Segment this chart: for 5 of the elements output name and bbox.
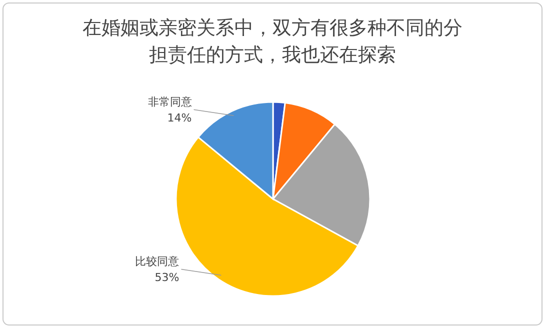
slice-label: 非常同意 xyxy=(148,96,192,109)
chart-title: 在婚姻或亲密关系中，双方有很多种不同的分担责任的方式，我也还在探索 xyxy=(82,17,462,66)
data-label: 53% xyxy=(154,271,180,284)
slice-label: 比较同意 xyxy=(135,255,180,268)
data-label: 14% xyxy=(167,112,192,125)
